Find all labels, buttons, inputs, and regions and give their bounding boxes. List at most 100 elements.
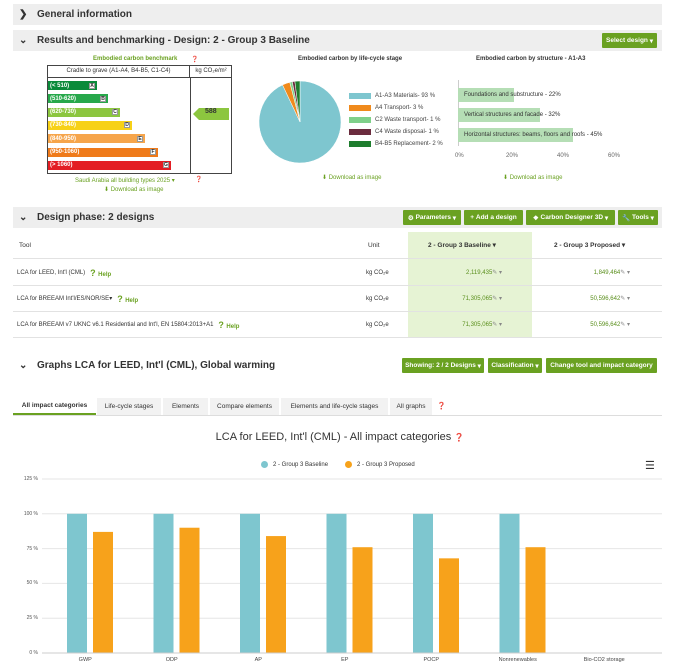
unit-cell: kg CO₂e: [366, 295, 389, 302]
legend-item[interactable]: 2 - Group 3 Baseline: [261, 461, 328, 468]
chart-bar[interactable]: [93, 531, 113, 653]
structure-bar-label: Horizontal structures: beams, floors and…: [464, 132, 603, 138]
table-row: LCA for LEED, Int'l (CML) ? Help kg CO₂e 2,…: [13, 260, 662, 286]
chart-bar[interactable]: [67, 513, 87, 653]
edit-icon[interactable]: ✎ ▾: [492, 270, 502, 276]
change-tool-button[interactable]: Change tool and impact category: [546, 358, 657, 373]
value-cell[interactable]: 50,596,642 ✎ ▾: [590, 295, 630, 303]
band-letter: D: [124, 122, 130, 129]
value-cell[interactable]: 1,849,464 ✎ ▾: [593, 269, 630, 277]
table-row: LCA for BREEAM Int'l/ES/NOR/SE ▾ ? Help kg…: [13, 286, 662, 312]
help-icon[interactable]: ❓: [437, 403, 446, 410]
chart-bar[interactable]: [326, 513, 347, 653]
help-link[interactable]: ? Help: [90, 267, 112, 278]
chevron-down-icon[interactable]: ▾: [109, 296, 113, 302]
benchmark-value-marker: 588: [193, 107, 229, 120]
chart-bar[interactable]: [179, 527, 200, 653]
benchmark-band: (620-730) C: [48, 107, 120, 117]
chevron-down-icon: ⌄: [19, 212, 28, 223]
edit-icon[interactable]: ✎ ▾: [620, 296, 630, 302]
gear-icon: ⚙: [407, 214, 414, 222]
edit-icon[interactable]: ✎ ▾: [620, 270, 630, 276]
band-label: (730-840): [50, 122, 77, 129]
edit-icon[interactable]: ✎ ▾: [620, 322, 630, 328]
unit-header: Unit: [368, 241, 380, 249]
edit-icon[interactable]: ✎ ▾: [492, 322, 502, 328]
band-letter: C: [112, 109, 118, 116]
tool-header: Tool: [19, 241, 31, 249]
chart-bar[interactable]: [439, 558, 459, 653]
showing-designs-button[interactable]: Showing: 2 / 2 Designs ▾: [402, 358, 484, 373]
chart-bar[interactable]: [240, 513, 260, 653]
value-cell[interactable]: 71,305,065 ✎ ▾: [462, 321, 502, 329]
parameters-button[interactable]: ⚙ Parameters ▾: [403, 210, 461, 225]
plus-icon: +: [470, 214, 475, 221]
unit-cell: kg CO₂e: [366, 321, 389, 328]
legend-item: B4-B5 Replacement- 2 %: [349, 141, 443, 147]
graph-tab[interactable]: Life-cycle stages: [97, 398, 161, 415]
chart-menu-icon[interactable]: ☰: [645, 460, 655, 472]
graph-tab[interactable]: Compare elements: [210, 398, 279, 415]
structure-bar-label: Vertical structures and facade - 32%: [464, 112, 561, 118]
download-structure-link[interactable]: ⬇ Download as image: [503, 175, 563, 181]
chart-bar[interactable]: [153, 513, 174, 653]
legend-label: A4 Transport- 3 %: [375, 105, 424, 111]
help-icon: ?: [218, 319, 227, 330]
chart-title: LCA for LEED, Int'l (CML) - All impact c…: [215, 431, 465, 443]
download-benchmark-link[interactable]: ⬇ Download as image: [104, 187, 164, 193]
graph-tab[interactable]: Elements: [163, 398, 208, 415]
design-column-header[interactable]: 2 - Group 3 Baseline ▾: [428, 241, 496, 250]
graph-tab[interactable]: All graphs: [390, 398, 432, 415]
carbon-designer-button[interactable]: ❖ Carbon Designer 3D ▾: [526, 210, 615, 225]
results-section-header[interactable]: ⌄ Results and benchmarking - Design: 2 -…: [13, 30, 662, 51]
legend-dot: [345, 461, 352, 468]
tool-name: LCA for BREEAM v7 UKNC v6.1 Residential …: [17, 321, 214, 328]
help-icon[interactable]: ❓: [195, 177, 203, 183]
band-label: (510-620): [50, 95, 77, 102]
band-label: (< 510): [50, 82, 70, 89]
y-tick-label: 125 %: [23, 476, 38, 482]
help-icon[interactable]: ❓: [454, 433, 465, 442]
value-cell[interactable]: 2,119,435 ✎ ▾: [466, 269, 502, 277]
chart-bar[interactable]: [352, 547, 373, 653]
legend-swatch: [349, 141, 371, 147]
axis-tick-label: 0%: [455, 153, 464, 159]
chart-bar[interactable]: [499, 513, 520, 653]
legend-item[interactable]: 2 - Group 3 Proposed: [345, 461, 415, 468]
section-title: Graphs LCA for LEED, Int'l (CML), Global…: [37, 360, 276, 371]
y-tick-label: 25 %: [26, 615, 38, 622]
chart-bar[interactable]: [266, 536, 286, 653]
benchmark-footer-link[interactable]: Saudi Arabia all building types 2025 ▾: [75, 178, 175, 184]
benchmark-value: 588: [205, 108, 217, 115]
chart-bar[interactable]: [525, 547, 546, 653]
legend-label: 2 - Group 3 Proposed: [357, 461, 415, 468]
band-letter: E: [137, 135, 143, 142]
x-tick-label: Nonrenewables: [498, 657, 537, 663]
chart-bar[interactable]: [413, 513, 433, 653]
help-icon: ?: [90, 267, 99, 278]
x-tick-label: EP: [341, 657, 349, 663]
x-tick-label: AP: [254, 657, 262, 663]
value-cell[interactable]: 71,305,065 ✎ ▾: [462, 295, 502, 303]
band-label: (840-950): [50, 135, 77, 142]
graph-tab[interactable]: All impact categories: [13, 398, 96, 415]
graph-tab[interactable]: Elements and life-cycle stages: [281, 398, 388, 415]
help-icon[interactable]: ❓: [191, 57, 199, 63]
benchmark-band: (730-840) D: [48, 120, 132, 130]
legend-swatch: [349, 105, 371, 111]
structure-bar: Horizontal structures: beams, floors and…: [458, 128, 602, 142]
classification-button[interactable]: Classification ▾: [488, 358, 542, 373]
tools-button[interactable]: 🔧 Tools ▾: [618, 210, 658, 225]
benchmark-title: Embodied carbon benchmark: [93, 56, 178, 62]
legend-item: A1-A3 Materials- 93 %: [349, 93, 435, 99]
general-info-section[interactable]: ❯ General information: [13, 4, 662, 25]
download-lifecycle-link[interactable]: ⬇ Download as image: [322, 175, 382, 181]
x-tick-label: Bio-CO2 storage: [583, 657, 625, 663]
select-design-button[interactable]: Select design ▾: [602, 33, 657, 48]
edit-icon[interactable]: ✎ ▾: [492, 296, 502, 302]
help-link[interactable]: ? Help: [218, 319, 240, 330]
add-design-button[interactable]: + Add a design: [464, 210, 523, 225]
help-link[interactable]: ? Help: [117, 293, 139, 304]
design-column-header[interactable]: 2 - Group 3 Proposed ▾: [554, 241, 626, 250]
value-cell[interactable]: 50,596,642 ✎ ▾: [590, 321, 630, 329]
